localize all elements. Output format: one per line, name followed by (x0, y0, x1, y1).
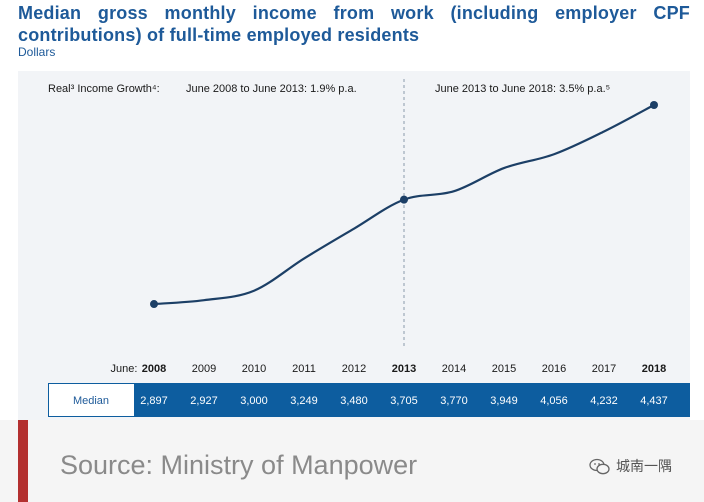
x-tick-2018: 2018 (642, 363, 666, 375)
watermark-text: 城南一隅 (616, 459, 672, 475)
median-label-cell (49, 384, 134, 416)
median-value-2014: 3,770 (440, 395, 468, 407)
median-value-2017: 4,232 (590, 395, 618, 407)
median-label: Median (73, 395, 109, 407)
median-value-2009: 2,927 (190, 395, 218, 407)
x-tick-2015: 2015 (492, 363, 516, 375)
median-value-2013: 3,705 (390, 395, 418, 407)
x-tick-2009: 2009 (192, 363, 216, 375)
x-tick-2008: 2008 (142, 363, 166, 375)
median-value-2010: 3,000 (240, 395, 268, 407)
x-tick-2013: 2013 (392, 363, 416, 375)
median-table-row (48, 383, 690, 417)
x-tick-2011: 2011 (292, 363, 316, 375)
x-tick-2017: 2017 (592, 363, 616, 375)
median-value-2011: 3,249 (290, 395, 318, 407)
accent-bar (18, 420, 28, 502)
median-value-2012: 3,480 (340, 395, 368, 407)
median-value-2016: 4,056 (540, 395, 568, 407)
chart-units: Dollars (18, 45, 56, 59)
data-point-2008 (150, 300, 158, 309)
data-point-2013 (400, 195, 408, 204)
wechat-icon (589, 458, 610, 475)
source-text: Source: Ministry of Manpower (60, 450, 418, 480)
x-tick-2012: 2012 (342, 363, 366, 375)
x-tick-2014: 2014 (442, 363, 466, 375)
line-chart: Real³ Income Growth⁴: June 2008 to June … (48, 79, 690, 417)
median-value-2018: 4,437 (640, 395, 668, 407)
growth-label: Real³ Income Growth⁴: (48, 83, 160, 95)
growth-period-2: June 2013 to June 2018: 3.5% p.a.⁵ (435, 83, 610, 95)
x-axis-label: June: (111, 363, 138, 375)
x-tick-2010: 2010 (242, 363, 266, 375)
x-tick-2016: 2016 (542, 363, 566, 375)
data-point-2018 (650, 100, 658, 109)
footer: Source: Ministry of Manpower 城南一隅 (0, 420, 704, 502)
growth-period-1: June 2008 to June 2013: 1.9% p.a. (186, 83, 357, 95)
median-value-2008: 2,897 (140, 395, 168, 407)
chart-panel: Real³ Income Growth⁴: June 2008 to June … (18, 71, 690, 420)
median-value-2015: 3,949 (490, 395, 518, 407)
chart-title: Median gross monthly income from work (i… (18, 3, 690, 45)
